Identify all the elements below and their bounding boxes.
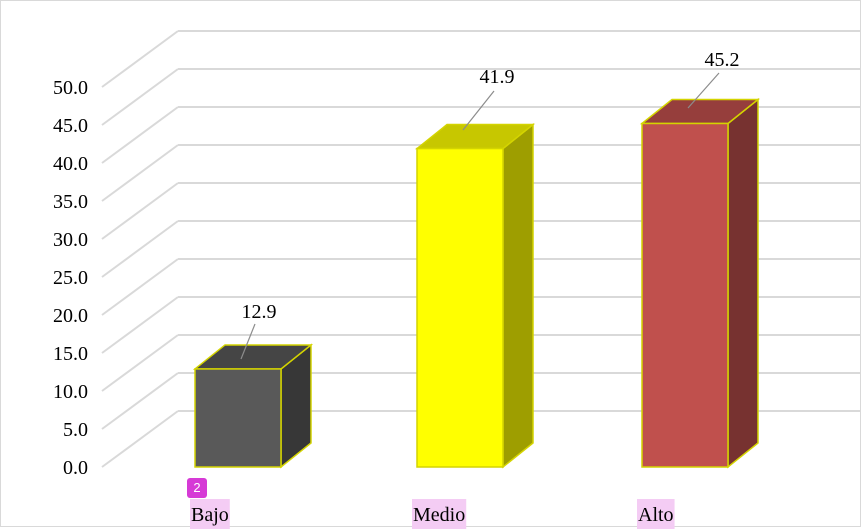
marker-badge: 2	[187, 478, 207, 498]
gridline-diagonal	[101, 144, 179, 202]
y-tick-label: 0.0	[63, 457, 88, 479]
bar-medio	[416, 147, 504, 468]
gridline-diagonal	[101, 372, 179, 430]
y-tick-label: 20.0	[53, 305, 88, 327]
y-tick-label: 25.0	[53, 267, 88, 289]
x-tick-highlight	[190, 499, 230, 529]
y-tick-label: 45.0	[53, 115, 88, 137]
bar-side-medio	[502, 122, 534, 469]
gridline-diagonal	[101, 182, 179, 240]
gridline-diagonal	[101, 258, 179, 316]
data-label-leader	[687, 72, 720, 109]
y-tick-label: 10.0	[53, 381, 88, 403]
gridline-diagonal	[101, 68, 179, 126]
bar-alto	[641, 122, 729, 468]
y-tick-label: 15.0	[53, 343, 88, 365]
gridline-diagonal	[101, 410, 179, 468]
x-tick-label: Medio	[413, 504, 465, 526]
data-label-bajo: 12.9	[242, 301, 277, 323]
bar-bajo	[194, 368, 282, 468]
data-label-medio: 41.9	[480, 66, 515, 88]
gridline-diagonal	[101, 296, 179, 354]
x-tick-label: Alto	[638, 504, 674, 526]
gridline-diagonal	[101, 106, 179, 164]
y-tick-label: 50.0	[53, 77, 88, 99]
x-tick-label: Bajo	[191, 504, 229, 526]
data-label-alto: 45.2	[705, 49, 740, 71]
y-tick-label: 30.0	[53, 229, 88, 251]
data-label-leader	[462, 90, 495, 131]
y-tick-label: 5.0	[63, 419, 88, 441]
data-label-leader	[240, 323, 256, 360]
bar-side-alto	[727, 97, 759, 469]
gridline-diagonal	[101, 334, 179, 392]
gridline-diagonal	[101, 30, 179, 88]
x-tick-highlight	[412, 499, 467, 529]
gridline-diagonal	[101, 220, 179, 278]
y-tick-label: 40.0	[53, 153, 88, 175]
y-tick-label: 35.0	[53, 191, 88, 213]
x-tick-highlight	[637, 499, 675, 529]
